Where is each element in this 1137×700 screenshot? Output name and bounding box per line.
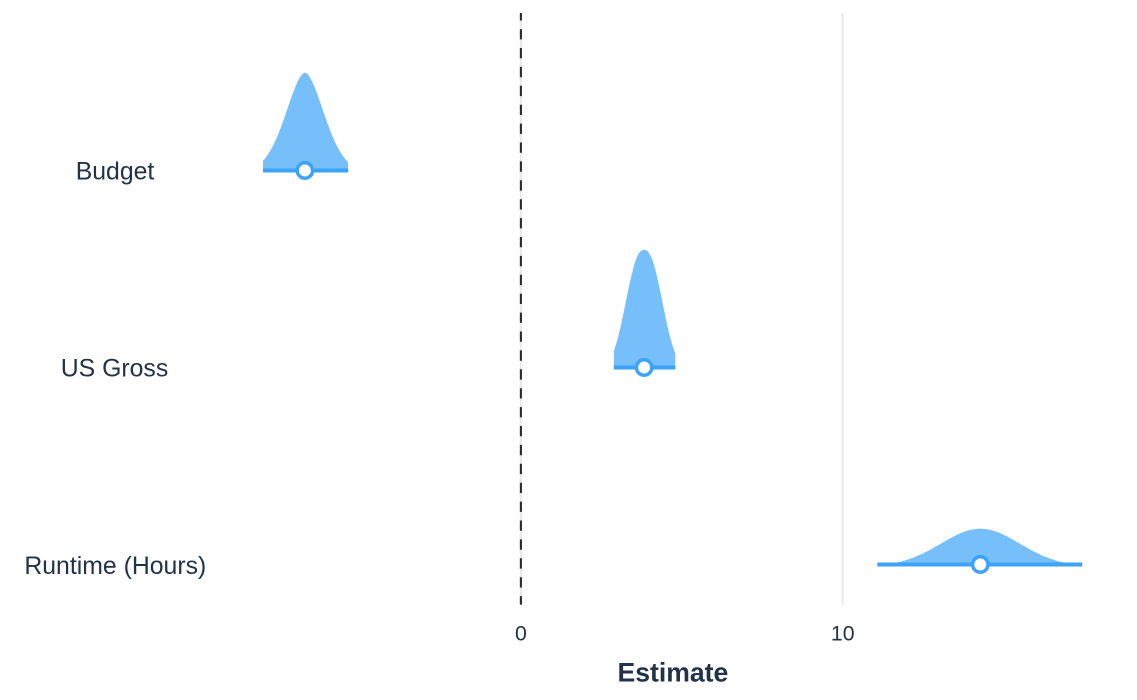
svg-text:10: 10 xyxy=(831,622,855,646)
svg-text:Budget: Budget xyxy=(76,159,155,186)
svg-text:US Gross: US Gross xyxy=(61,356,168,383)
svg-text:0: 0 xyxy=(515,622,527,646)
svg-text:Runtime (Hours): Runtime (Hours) xyxy=(24,553,206,580)
svg-text:Estimate: Estimate xyxy=(617,657,728,687)
